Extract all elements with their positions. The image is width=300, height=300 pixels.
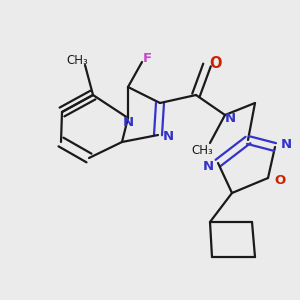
Text: N: N (202, 160, 214, 172)
Text: CH₃: CH₃ (191, 145, 213, 158)
Text: N: N (280, 139, 292, 152)
Text: O: O (209, 56, 221, 70)
Text: N: N (162, 130, 174, 143)
Text: N: N (122, 116, 134, 128)
Text: N: N (224, 112, 236, 124)
Text: F: F (142, 52, 152, 65)
Text: O: O (274, 173, 286, 187)
Text: CH₃: CH₃ (66, 53, 88, 67)
